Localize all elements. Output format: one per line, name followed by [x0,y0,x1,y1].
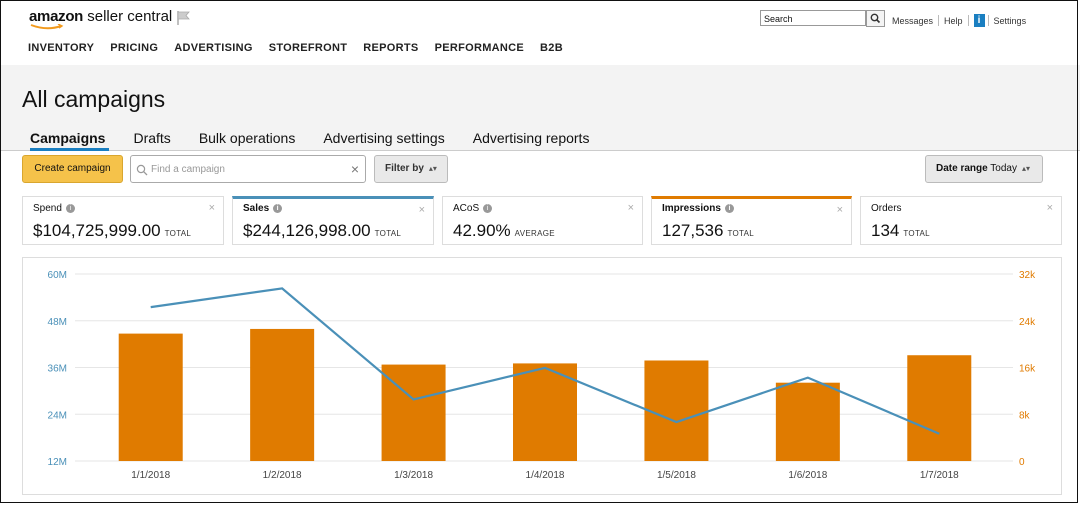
filter-by-label: Filter by [385,163,424,174]
left-tick-label: 36M [48,364,67,375]
tab-advertising-settings[interactable]: Advertising settings [323,130,445,146]
metric-card-spend[interactable]: Spend i × $104,725,999.00 TOTAL [22,196,224,245]
left-tick-label: 24M [48,410,67,421]
close-icon[interactable]: × [836,204,843,216]
performance-chart: 60M 32k 48M 24k 36M 16k 24M 8k 12M 0 1/1/2018 1/2/2… [48,270,1037,481]
find-campaign-placeholder: Find a campaign [151,164,225,175]
close-icon[interactable]: × [418,204,425,216]
create-campaign-button[interactable]: Create campaign [22,155,123,183]
settings-link[interactable]: Settings [993,15,1027,26]
close-icon[interactable]: × [208,202,215,214]
x-tick-label: 1/1/2018 [131,470,170,481]
date-range-label: Date range [936,163,988,174]
metric-value: 127,536 TOTAL [662,221,754,240]
right-tick-label: 0 [1019,457,1025,468]
nav-item-b2b[interactable]: B2B [540,42,563,54]
tab-campaigns[interactable]: Campaigns [30,130,110,151]
campaign-tabs: Campaigns Drafts Bulk operations Adverti… [30,130,617,151]
metric-card-orders[interactable]: Orders × 134 TOTAL [860,196,1062,245]
info-icon[interactable]: i [273,204,283,213]
top-header: amazon seller central INVENTORY PRICING AD… [0,0,1080,66]
sort-caret-icon: ▴▾ [428,164,437,173]
right-tick-label: 24k [1019,317,1036,328]
x-tick-label: 1/4/2018 [526,470,565,481]
nav-item-advertising[interactable]: ADVERTISING [174,42,253,54]
header-search-input[interactable]: Search [760,10,866,26]
close-icon[interactable]: × [1046,202,1053,214]
nav-item-inventory[interactable]: INVENTORY [28,42,95,54]
help-link[interactable]: Help [944,15,963,26]
metric-value: 42.90% AVERAGE [453,221,555,240]
chart-bar [513,363,577,461]
info-icon[interactable]: i [483,204,493,213]
divider [938,15,940,26]
metric-label: Orders [871,203,902,214]
nav-item-pricing[interactable]: PRICING [110,42,159,54]
nav-item-storefront[interactable]: STOREFRONT [268,42,348,54]
metric-card-sales[interactable]: Sales i × $244,126,998.00 TOTAL [232,196,434,245]
left-tick-label: 48M [48,317,67,328]
divider [967,15,969,26]
chart-bar [644,360,709,461]
find-campaign-input[interactable]: Find a campaign × [130,155,366,183]
tab-advertising-reports[interactable]: Advertising reports [472,130,590,146]
amazon-seller-central-logo[interactable]: amazon seller central [29,8,173,25]
x-tick-label: 1/3/2018 [394,470,433,481]
header-search-button[interactable] [866,10,885,27]
x-tick-label: 1/2/2018 [263,470,302,481]
right-tick-label: 32k [1019,270,1036,281]
x-tick-label: 1/5/2018 [657,470,696,481]
metric-card-acos[interactable]: ACoS i × 42.90% AVERAGE [442,196,643,245]
metric-label: Spend i [33,203,75,214]
page-title: All campaigns [22,86,166,112]
main-nav: INVENTORY PRICING ADVERTISING STOREFRONT REP… [28,42,579,54]
metric-label: Sales i [243,203,283,214]
date-range-dropdown[interactable]: Date range Today ▴▾ [925,155,1043,183]
chart-bar [118,333,183,461]
page-header-band [0,65,1080,151]
chart-bar [907,355,972,461]
tab-bulk-operations[interactable]: Bulk operations [198,130,296,146]
metric-card-impressions[interactable]: Impressions i × 127,536 TOTAL [651,196,852,245]
nav-item-performance[interactable]: PERFORMANCE [434,42,525,54]
chart-bar [250,328,315,461]
left-tick-label: 60M [48,270,67,281]
info-icon[interactable]: i [973,14,985,27]
info-icon[interactable]: i [65,204,75,213]
left-tick-label: 12M [48,457,67,468]
right-tick-label: 8k [1019,410,1031,421]
metric-value: $244,126,998.00 TOTAL [243,221,402,240]
search-icon [136,164,148,176]
nav-item-reports[interactable]: REPORTS [363,42,419,54]
x-tick-label: 1/7/2018 [920,470,959,481]
divider [987,15,989,26]
chart-bar [775,382,840,461]
right-tick-label: 16k [1019,364,1036,375]
flag-icon[interactable] [176,10,192,26]
search-icon [870,13,881,24]
metric-value: $104,725,999.00 TOTAL [33,221,192,240]
sort-caret-icon: ▴▾ [1021,164,1031,173]
info-icon[interactable]: i [724,204,734,213]
metric-value: 134 TOTAL [871,221,930,240]
metric-label: ACoS i [453,203,493,214]
chart-bar [381,364,446,461]
filter-by-dropdown[interactable]: Filter by ▴▾ [374,155,448,183]
messages-link[interactable]: Messages [892,15,934,26]
performance-chart-panel: 60M 32k 48M 24k 36M 16k 24M 8k 12M 0 1/1/2018 1/2/2… [22,257,1062,495]
amazon-smile-icon [30,24,64,30]
header-links: Messages Help i Settings [892,14,1026,27]
tab-drafts[interactable]: Drafts [133,130,171,146]
close-icon[interactable]: × [627,202,634,214]
date-range-value: Today [990,163,1017,174]
clear-icon[interactable]: × [350,161,359,177]
x-tick-label: 1/6/2018 [788,470,827,481]
metric-label: Impressions i [662,203,734,214]
